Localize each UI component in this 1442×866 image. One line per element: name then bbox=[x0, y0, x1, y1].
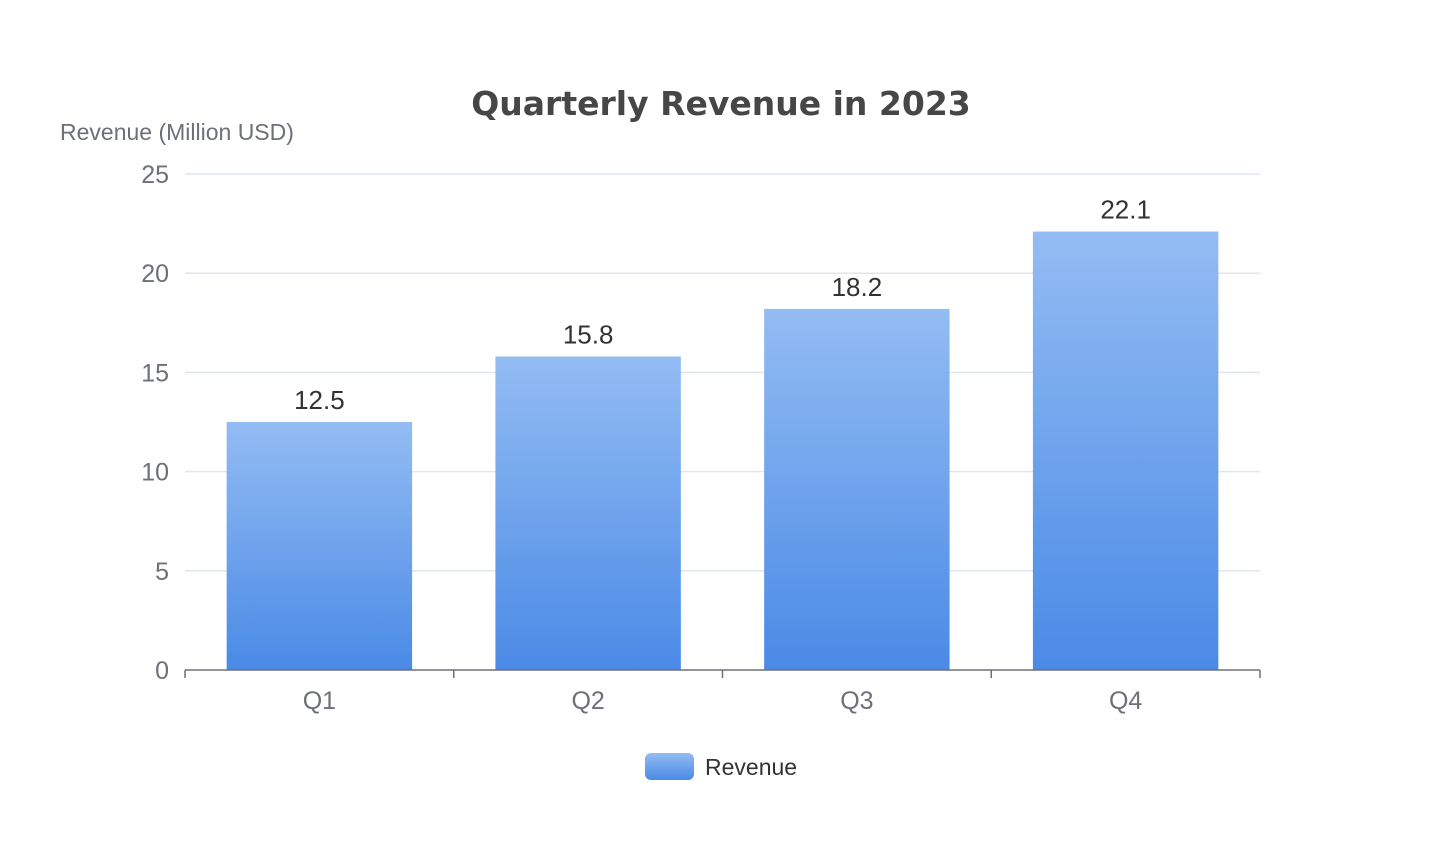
data-label: 15.8 bbox=[563, 320, 614, 350]
y-tick-label: 25 bbox=[141, 161, 169, 189]
x-tick-label: Q3 bbox=[840, 687, 873, 715]
y-tick-label: 10 bbox=[141, 459, 169, 487]
x-tick-label: Q2 bbox=[571, 687, 604, 715]
data-label: 12.5 bbox=[294, 385, 345, 415]
bar-q1[interactable] bbox=[226, 422, 413, 670]
y-axis-ticks: 0 5 10 15 20 25 bbox=[141, 161, 169, 685]
x-axis: Q1 Q2 Q3 Q4 bbox=[184, 669, 1261, 715]
x-tick-label: Q1 bbox=[303, 687, 336, 715]
bars bbox=[226, 231, 1219, 670]
chart-title: Quarterly Revenue in 2023 bbox=[471, 84, 971, 123]
y-tick-label: 0 bbox=[155, 657, 169, 685]
bar-q3[interactable] bbox=[764, 308, 950, 670]
bar-q2[interactable] bbox=[495, 356, 681, 670]
legend-label[interactable]: Revenue bbox=[705, 754, 797, 780]
bar-q4[interactable] bbox=[1032, 231, 1219, 670]
data-label: 22.1 bbox=[1100, 195, 1151, 225]
y-tick-label: 5 bbox=[155, 558, 169, 586]
legend-swatch[interactable] bbox=[645, 753, 694, 780]
x-tick-label: Q4 bbox=[1109, 687, 1142, 715]
y-axis-label: Revenue (Million USD) bbox=[60, 119, 294, 145]
y-tick-label: 15 bbox=[141, 359, 169, 387]
data-labels: 12.5 15.8 18.2 22.1 bbox=[294, 195, 1151, 415]
legend[interactable]: Revenue bbox=[645, 753, 797, 780]
y-tick-label: 20 bbox=[141, 260, 169, 288]
data-label: 18.2 bbox=[832, 272, 883, 302]
